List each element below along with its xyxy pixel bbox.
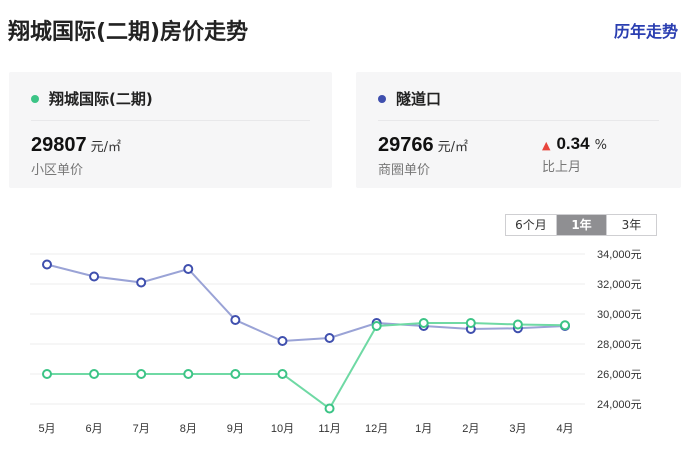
community-legend-dot <box>31 94 39 103</box>
district-price-card: 隧道口 29766 元/㎡ 商圈单价 ▲ 0.34 % 比上月 <box>356 72 681 188</box>
card-divider <box>378 120 659 121</box>
district-data-point[interactable] <box>230 315 241 325</box>
district-data-point[interactable] <box>183 264 194 274</box>
district-price-label: 商圈单价 <box>378 163 431 178</box>
community-price: 29807 <box>31 134 87 156</box>
community-price-label: 小区单价 <box>31 163 84 178</box>
community-card-header: 翔城国际(二期) <box>31 88 153 109</box>
community-data-point[interactable] <box>183 369 194 379</box>
community-data-point[interactable] <box>89 369 100 379</box>
community-data-point[interactable] <box>136 369 147 379</box>
time-range-selector: 6个月 1年 3年 <box>505 214 657 236</box>
district-card-header: 隧道口 <box>378 88 441 109</box>
community-data-point[interactable] <box>324 403 335 414</box>
range-option-1-year[interactable]: 1年 <box>556 215 606 235</box>
range-option-3-years[interactable]: 3年 <box>606 215 656 235</box>
card-divider <box>31 120 310 121</box>
community-price-unit: 元/㎡ <box>90 140 122 155</box>
community-data-point[interactable] <box>230 369 241 379</box>
community-data-point[interactable] <box>512 319 523 330</box>
district-price: 29766 <box>378 134 434 156</box>
y-tick-label: 28,000元 <box>597 339 642 351</box>
monthly-change-unit: % <box>594 138 607 153</box>
x-tick-label: 2月 <box>462 423 479 435</box>
community-data-point[interactable] <box>42 369 52 379</box>
community-data-point[interactable] <box>465 318 476 328</box>
x-tick-label: 1月 <box>415 423 432 435</box>
district-price-block: 29766 元/㎡ 商圈单价 <box>378 134 468 178</box>
community-data-point[interactable] <box>418 318 429 328</box>
x-tick-label: 11月 <box>318 423 340 435</box>
range-option-6-months[interactable]: 6个月 <box>506 215 556 235</box>
district-data-point[interactable] <box>42 259 52 270</box>
district-price-unit: 元/㎡ <box>437 140 469 155</box>
district-series-line <box>46 263 566 343</box>
x-tick-label: 9月 <box>227 423 244 435</box>
series-lines <box>42 259 570 414</box>
community-price-block: 29807 元/㎡ 小区单价 <box>31 134 121 178</box>
community-price-card: 翔城国际(二期) 29807 元/㎡ 小区单价 <box>9 72 332 188</box>
district-data-point[interactable] <box>277 336 288 346</box>
monthly-change-block: ▲ 0.34 % 比上月 <box>542 134 607 175</box>
district-legend-dot <box>378 94 386 103</box>
history-trend-link[interactable]: 历年走势 <box>613 22 678 41</box>
district-data-point[interactable] <box>324 333 335 343</box>
community-name: 翔城国际(二期) <box>49 90 153 108</box>
x-tick-label: 3月 <box>509 423 526 435</box>
x-axis-ticks: 5月 6月 7月 8月 9月 10月 11月 12月 1月 2月 3月 4月 <box>38 423 573 435</box>
x-tick-label: 12月 <box>365 423 388 435</box>
y-axis-ticks: 34,000元 32,000元 30,000元 28,000元 26,000元 24,00… <box>597 249 642 411</box>
community-data-point[interactable] <box>277 369 288 379</box>
monthly-change-label: 比上月 <box>542 160 582 175</box>
x-tick-label: 6月 <box>86 423 103 435</box>
community-data-point[interactable] <box>560 320 570 331</box>
district-data-point[interactable] <box>136 277 147 288</box>
x-tick-label: 5月 <box>38 423 55 435</box>
x-tick-label: 8月 <box>180 423 197 435</box>
district-data-point[interactable] <box>89 271 100 282</box>
up-arrow-icon: ▲ <box>542 139 551 152</box>
monthly-change-value: 0.34 <box>556 134 590 153</box>
district-name: 隧道口 <box>396 90 442 108</box>
y-tick-label: 24,000元 <box>597 399 642 411</box>
community-series-line <box>47 322 566 410</box>
y-tick-label: 30,000元 <box>597 309 642 321</box>
y-tick-label: 26,000元 <box>597 369 642 381</box>
x-tick-label: 10月 <box>271 423 294 435</box>
y-tick-label: 32,000元 <box>597 279 642 291</box>
x-tick-label: 7月 <box>133 423 150 435</box>
page-title: 翔城国际(二期)房价走势 <box>8 20 249 45</box>
x-tick-label: 4月 <box>556 423 573 435</box>
y-tick-label: 34,000元 <box>597 249 642 261</box>
community-data-point[interactable] <box>371 321 382 331</box>
